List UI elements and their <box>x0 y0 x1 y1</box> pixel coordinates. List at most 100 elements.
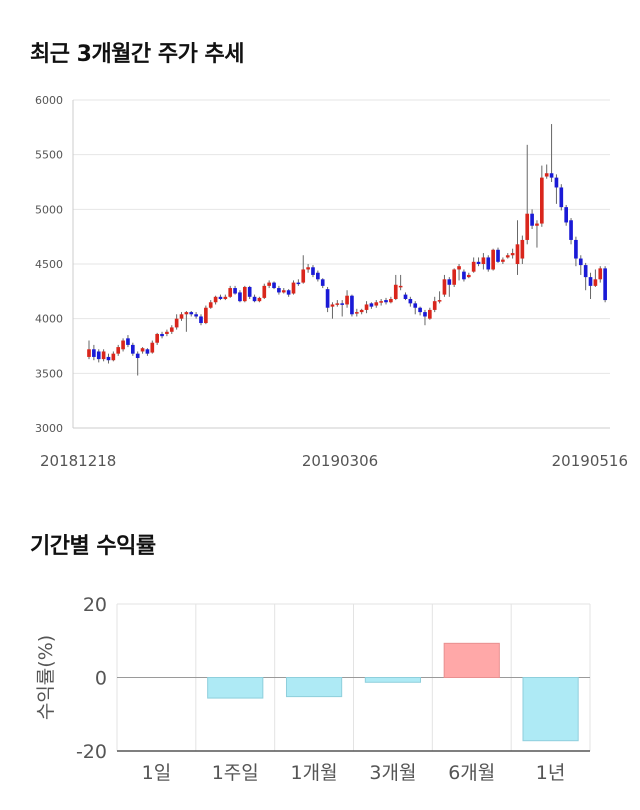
x-tick-label: 1년 <box>536 762 566 784</box>
candle-body <box>116 347 121 354</box>
candle-body <box>374 302 379 306</box>
candle-body <box>603 268 607 301</box>
candle-body <box>403 294 408 299</box>
candle-body <box>150 342 155 353</box>
x-tick-label: 3개월 <box>369 762 416 784</box>
candle-body <box>520 239 525 259</box>
candle-body <box>301 269 306 283</box>
candle-body <box>481 257 486 264</box>
y-tick-label: 20 <box>83 594 107 616</box>
candle-body <box>101 351 106 360</box>
y-tick-label: 6000 <box>35 94 63 107</box>
candle-body <box>340 303 345 305</box>
candle-body <box>515 244 520 264</box>
candle-body <box>530 213 534 226</box>
candle-body <box>189 312 194 315</box>
candle-body <box>457 266 461 270</box>
candle-body <box>204 307 208 324</box>
y-tick-label: 3500 <box>35 367 63 380</box>
candle-body <box>277 288 281 293</box>
candle-body <box>574 239 578 259</box>
candle-body <box>588 277 593 286</box>
y-tick-label: 5000 <box>35 203 63 216</box>
candle-body <box>384 300 388 303</box>
candle-body <box>335 303 340 305</box>
candle-body <box>267 282 271 286</box>
candle-body <box>320 279 325 286</box>
candle-body <box>569 220 573 240</box>
candle-body <box>423 312 427 317</box>
return-bar <box>443 642 500 679</box>
candle-body <box>296 282 301 285</box>
candle-body <box>286 290 291 295</box>
candle-body <box>540 177 544 224</box>
x-tick-label: 6개월 <box>448 762 495 784</box>
candle-body <box>218 296 223 299</box>
candle-body <box>447 279 452 285</box>
candle-body <box>179 314 184 319</box>
candle-body <box>437 300 442 302</box>
candle-body <box>564 207 569 223</box>
candle-body <box>213 296 218 303</box>
x-tick-label: 20190306 <box>302 452 378 470</box>
candle-body <box>345 295 349 305</box>
candle-body <box>242 286 247 302</box>
return-bar <box>285 677 343 698</box>
candle-body <box>491 249 495 270</box>
candle-body <box>194 314 198 317</box>
candle-body <box>169 327 174 332</box>
x-tick-label: 1주일 <box>212 762 259 784</box>
x-tick-label: 20190516 <box>552 452 628 470</box>
candle-body <box>184 312 189 315</box>
candle-body <box>535 223 539 226</box>
candle-body <box>291 282 296 294</box>
candle-body <box>306 267 310 270</box>
y-tick-label: 4500 <box>35 258 63 271</box>
candle-body <box>223 296 228 299</box>
price-candlestick-chart: 3000 3500 4000 4500 5000 5500 6000 20181218 2019… <box>35 94 628 470</box>
candle-body <box>428 309 432 319</box>
candle-body <box>359 309 364 313</box>
candle-body <box>325 289 330 308</box>
candle-body <box>96 351 101 360</box>
candle-body <box>466 274 471 278</box>
candle-body <box>199 316 203 324</box>
candle-body <box>257 297 262 302</box>
candle-body <box>364 304 369 310</box>
candle-body <box>549 173 554 178</box>
candle-body <box>471 261 476 272</box>
candle-body <box>135 353 140 359</box>
candle-body <box>476 261 481 264</box>
candle-body <box>281 290 286 293</box>
candle-body <box>350 295 354 315</box>
candle-body <box>252 296 257 302</box>
candle-body <box>106 356 111 361</box>
candle-body <box>228 288 233 297</box>
candle-body <box>496 249 500 262</box>
candle-body <box>462 271 466 280</box>
candle-body <box>121 340 125 350</box>
return-bar <box>207 677 264 699</box>
candle-body <box>311 267 315 275</box>
candle-body <box>413 303 418 308</box>
y-tick-label: 4000 <box>35 313 63 326</box>
candle-body <box>369 303 374 307</box>
candle-body <box>155 333 159 343</box>
candle-body <box>432 301 437 310</box>
candle-body <box>554 177 559 188</box>
candle-body <box>92 349 96 357</box>
candle-body <box>262 285 267 298</box>
candle-body <box>354 312 359 314</box>
candle-body <box>578 258 583 266</box>
candle-body <box>544 173 549 177</box>
x-tick-label: 1개월 <box>291 762 338 784</box>
candle-body <box>593 279 598 286</box>
candle-body <box>393 284 398 299</box>
return-bar <box>364 677 422 683</box>
candle-body <box>160 333 164 337</box>
candle-body <box>208 302 213 308</box>
candle-body <box>174 318 179 328</box>
candle-body <box>316 272 320 280</box>
y-tick-label: 3000 <box>35 422 63 435</box>
